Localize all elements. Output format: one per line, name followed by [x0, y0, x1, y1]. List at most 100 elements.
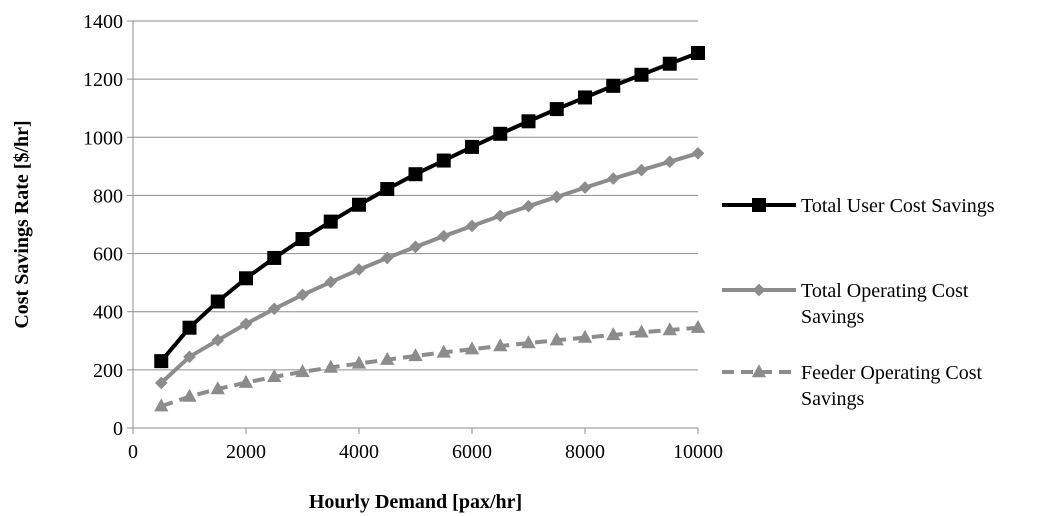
data-point [436, 153, 451, 168]
data-point [154, 398, 169, 412]
series-line [159, 51, 699, 363]
legend-label-line: Total Operating Cost [801, 280, 969, 302]
data-point [267, 369, 282, 383]
axes: 0 200 400 600 800 1000 1200 1400 0 2000 4000 6000 80… [83, 11, 723, 463]
data-point [409, 240, 422, 254]
data-point [323, 214, 338, 229]
data-point [295, 232, 310, 247]
data-point [550, 190, 564, 204]
x-tick-label: 0 [128, 441, 138, 463]
data-point [437, 229, 451, 243]
x-tick-label: 2000 [226, 441, 266, 463]
data-point [662, 322, 677, 336]
series-1 [154, 45, 705, 369]
legend-label-line: Feeder Operating Cost [801, 362, 983, 384]
legend-label: Feeder Operating Cost Savings [801, 362, 983, 410]
data-point [663, 155, 677, 169]
x-axis-title: Hourly Demand [pax/hr] [309, 491, 522, 513]
data-point [493, 338, 508, 352]
data-point [521, 335, 536, 349]
series-line [159, 151, 699, 385]
data-point [295, 364, 310, 378]
data-point [211, 333, 225, 347]
data-point [323, 359, 338, 373]
data-point [408, 167, 423, 182]
y-tick-label: 600 [93, 244, 123, 266]
series-2 [154, 146, 705, 390]
data-point [578, 90, 592, 105]
data-point [634, 324, 649, 338]
y-tick-label: 1000 [83, 127, 123, 149]
data-point [352, 197, 366, 212]
data-point [324, 275, 338, 289]
x-tick-label: 4000 [339, 441, 379, 463]
data-point [210, 294, 225, 309]
data-point [380, 251, 394, 265]
data-point [606, 327, 621, 341]
legend-entry-3: Feeder Operating Cost Savings [722, 362, 983, 410]
data-point [182, 388, 197, 402]
data-point [408, 348, 423, 362]
data-point [239, 317, 253, 331]
data-point [521, 114, 536, 129]
data-point [351, 355, 367, 369]
series-3 [154, 319, 706, 412]
data-point [606, 78, 621, 93]
data-point [635, 163, 648, 177]
data-point [522, 199, 535, 213]
legend-label-line: Savings [801, 388, 865, 410]
data-point [662, 56, 677, 71]
data-point [465, 139, 479, 154]
data-point [549, 332, 564, 346]
data-point [691, 45, 705, 60]
data-point [154, 376, 168, 390]
x-tick-label: 8000 [565, 441, 605, 463]
data-point [436, 344, 451, 358]
legend-swatch-marker [751, 364, 767, 378]
y-tick-label: 1200 [83, 69, 123, 91]
data-point [634, 67, 649, 82]
data-point [465, 219, 479, 233]
data-point [464, 341, 480, 355]
legend-entry-2: Total Operating Cost Savings [722, 280, 969, 328]
data-point [183, 350, 196, 364]
legend-label: Total Operating Cost Savings [801, 280, 969, 328]
legend: Total User Cost Savings Total Operating C… [722, 195, 995, 410]
data-point [549, 102, 564, 117]
x-tick-label: 6000 [452, 441, 492, 463]
legend-label: Total User Cost Savings [801, 195, 995, 217]
data-point [154, 354, 169, 369]
data-point [239, 271, 253, 286]
data-point [606, 172, 620, 185]
y-tick-label: 1400 [83, 11, 123, 33]
series-line [160, 325, 699, 409]
data-point [493, 209, 507, 223]
legend-label-line: Total User Cost Savings [801, 195, 995, 217]
legend-entry-1: Total User Cost Savings [722, 195, 995, 217]
data-point [380, 351, 395, 365]
data-point [493, 126, 508, 141]
data-point [577, 329, 593, 343]
data-point [267, 302, 281, 316]
y-axis-title: Cost Savings Rate [$/hr] [11, 120, 33, 328]
data-point [238, 374, 254, 388]
data-point [296, 288, 309, 302]
data-point [690, 319, 706, 333]
x-tick-label: 10000 [673, 441, 723, 463]
grid [133, 20, 698, 371]
data-point [691, 146, 705, 160]
y-tick-label: 200 [93, 360, 123, 382]
data-point [380, 182, 395, 197]
legend-swatch-marker [752, 283, 766, 297]
legend-swatch-marker [752, 198, 766, 212]
data-point [210, 381, 225, 395]
data-point [578, 181, 592, 194]
y-tick-label: 800 [93, 185, 123, 207]
legend-label-line: Savings [801, 306, 865, 328]
data-point [267, 250, 282, 265]
y-tick-label: 0 [113, 418, 123, 440]
y-tick-label: 400 [93, 302, 123, 324]
data-point [182, 320, 197, 335]
